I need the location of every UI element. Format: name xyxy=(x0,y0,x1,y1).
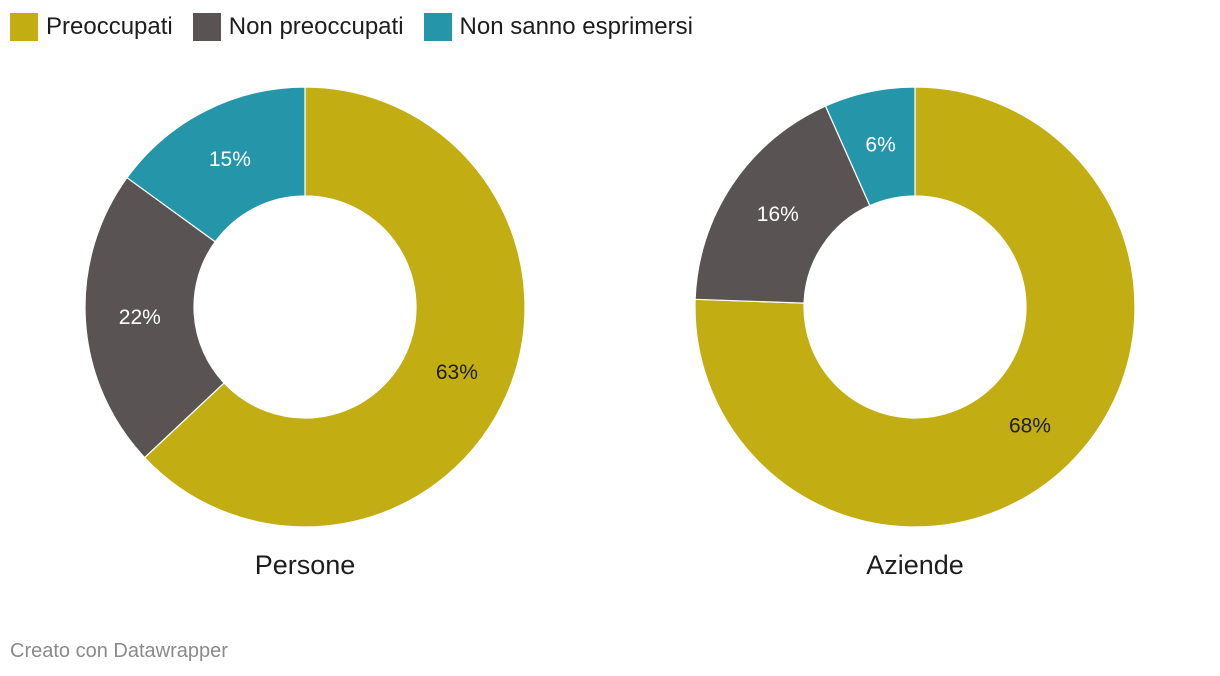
slice-persone-preoccupati xyxy=(143,86,526,528)
legend-swatch-preoccupati xyxy=(10,13,38,41)
legend-label-preoccupati: Preoccupati xyxy=(46,13,173,40)
legend-label-non-preoccupati: Non preoccupati xyxy=(228,13,404,40)
data-label-aziende-non-preoccupati: 16% xyxy=(757,203,799,226)
slice-aziende-non-preoccupati xyxy=(694,105,871,304)
legend-swatch-non-sanno-esprimersi xyxy=(423,13,452,41)
legend: Preoccupati Non preoccupati Non sanno es… xyxy=(10,13,693,41)
slice-persone-non-sanno-esprimersi xyxy=(126,86,306,243)
legend-item-non-preoccupati: Non preoccupati xyxy=(192,13,404,41)
data-label-aziende-non-sanno-esprimersi: 6% xyxy=(865,134,895,157)
legend-item-non-sanno-esprimersi: Non sanno esprimersi xyxy=(423,13,693,41)
legend-item-preoccupati: Preoccupati xyxy=(10,13,173,41)
slice-aziende-preoccupati xyxy=(694,86,1136,528)
data-label-persone-non-sanno-esprimersi: 15% xyxy=(209,148,251,171)
legend-swatch-non-preoccupati xyxy=(192,13,221,41)
chart-title-persone: Persone xyxy=(255,550,356,580)
slice-aziende-non-sanno-esprimersi xyxy=(824,86,916,207)
slice-persone-non-preoccupati xyxy=(84,176,225,459)
data-label-aziende-preoccupati: 68% xyxy=(1009,415,1051,438)
data-label-persone-preoccupati: 63% xyxy=(436,361,478,384)
donut-chart-aziende: 68% 16% 6% Aziende xyxy=(694,86,1136,580)
credit-text: Creato con Datawrapper xyxy=(10,640,228,662)
legend-label-non-sanno-esprimersi: Non sanno esprimersi xyxy=(459,13,693,40)
data-label-persone-non-preoccupati: 22% xyxy=(119,306,161,329)
chart-title-aziende: Aziende xyxy=(866,550,964,580)
donut-chart-persone: 63% 22% 15% Persone xyxy=(84,86,526,580)
